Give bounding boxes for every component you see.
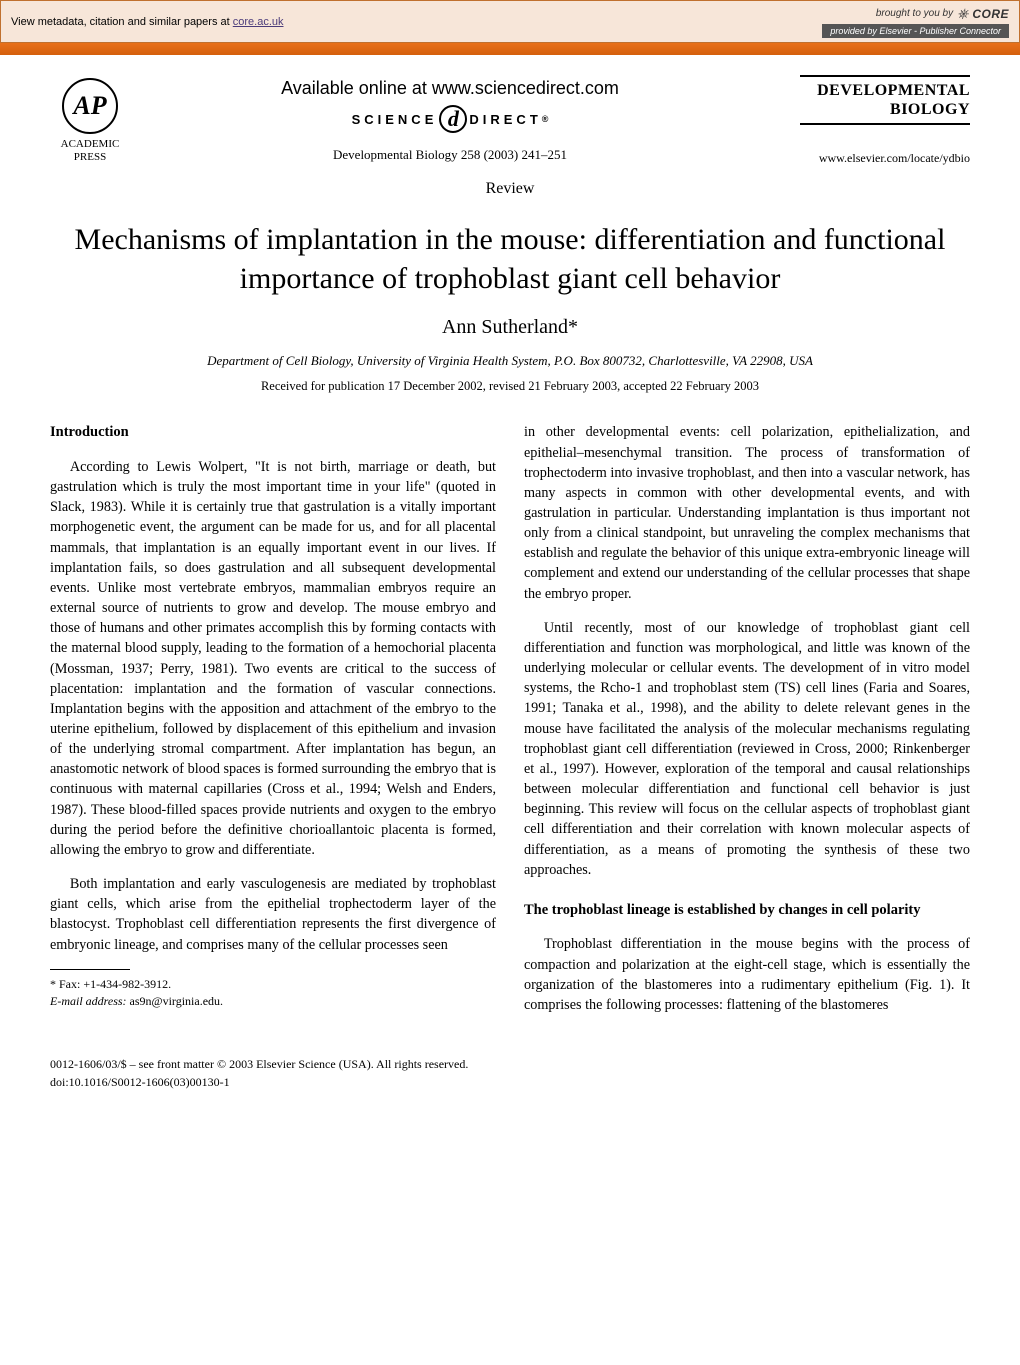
sd-left: SCIENCE	[352, 112, 438, 127]
core-icon: ⎈	[957, 5, 968, 22]
provided-by-bar: provided by Elsevier - Publisher Connect…	[822, 24, 1009, 38]
core-logo: brought to you by ⎈ CORE	[876, 5, 1009, 22]
core-banner-right: brought to you by ⎈ CORE provided by Els…	[822, 5, 1009, 38]
footnote-separator	[50, 969, 130, 970]
right-header: DEVELOPMENTAL BIOLOGY www.elsevier.com/l…	[770, 75, 970, 166]
article-title: Mechanisms of implantation in the mouse:…	[50, 220, 970, 298]
received-dates: Received for publication 17 December 200…	[50, 379, 970, 394]
brought-by-text: brought to you by	[876, 8, 953, 19]
journal-header: AP ACADEMIC PRESS Available online at ww…	[50, 75, 970, 166]
doi-line: doi:10.1016/S0012-1606(03)00130-1	[50, 1073, 970, 1091]
ap-logo-text: ACADEMIC PRESS	[61, 138, 120, 164]
sciencedirect-logo: SCIENCE d DIRECT®	[352, 105, 549, 133]
review-label: Review	[50, 180, 970, 198]
core-link[interactable]: core.ac.uk	[233, 16, 284, 28]
core-brand-text: CORE	[972, 7, 1009, 21]
email-label: E-mail address:	[50, 994, 127, 1008]
core-banner: View metadata, citation and similar pape…	[0, 0, 1020, 43]
ap-logo-circle: AP	[62, 78, 118, 134]
available-online-text: Available online at www.sciencedirect.co…	[281, 78, 619, 99]
paragraph: Until recently, most of our knowledge of…	[524, 618, 970, 880]
journal-title: DEVELOPMENTAL BIOLOGY	[800, 75, 970, 125]
author-name: Ann Sutherland*	[50, 316, 970, 339]
paragraph: According to Lewis Wolpert, "It is not b…	[50, 457, 496, 860]
sd-d-icon: d	[439, 105, 467, 133]
footnote-block: * Fax: +1-434-982-3912. E-mail address: …	[50, 976, 496, 1010]
footnote-email: E-mail address: as9n@virginia.edu.	[50, 993, 496, 1010]
section-heading: The trophoblast lineage is established b…	[524, 900, 970, 921]
body-columns: Introduction According to Lewis Wolpert,…	[50, 422, 970, 1029]
registered-icon: ®	[542, 114, 549, 124]
paragraph: Trophoblast differentiation in the mouse…	[524, 934, 970, 1015]
sd-right: DIRECT	[469, 112, 541, 127]
page-content: AP ACADEMIC PRESS Available online at ww…	[0, 55, 1020, 1131]
paragraph: Both implantation and early vasculogenes…	[50, 874, 496, 955]
author-affiliation: Department of Cell Biology, University o…	[50, 353, 970, 369]
academic-press-logo: AP ACADEMIC PRESS	[50, 78, 130, 164]
orange-divider-bar	[0, 43, 1020, 55]
bottom-matter: 0012-1606/03/$ – see front matter © 2003…	[50, 1055, 970, 1091]
footnote-fax: * Fax: +1-434-982-3912.	[50, 976, 496, 993]
center-header: Available online at www.sciencedirect.co…	[130, 78, 770, 163]
email-value: as9n@virginia.edu.	[127, 994, 223, 1008]
journal-reference: Developmental Biology 258 (2003) 241–251	[333, 147, 567, 163]
core-banner-left: View metadata, citation and similar pape…	[11, 16, 284, 28]
elsevier-url: www.elsevier.com/locate/ydbio	[819, 151, 970, 166]
paragraph: in other developmental events: cell pola…	[524, 422, 970, 603]
core-left-text: View metadata, citation and similar pape…	[11, 16, 233, 28]
intro-heading: Introduction	[50, 422, 496, 443]
copyright-line: 0012-1606/03/$ – see front matter © 2003…	[50, 1055, 970, 1073]
